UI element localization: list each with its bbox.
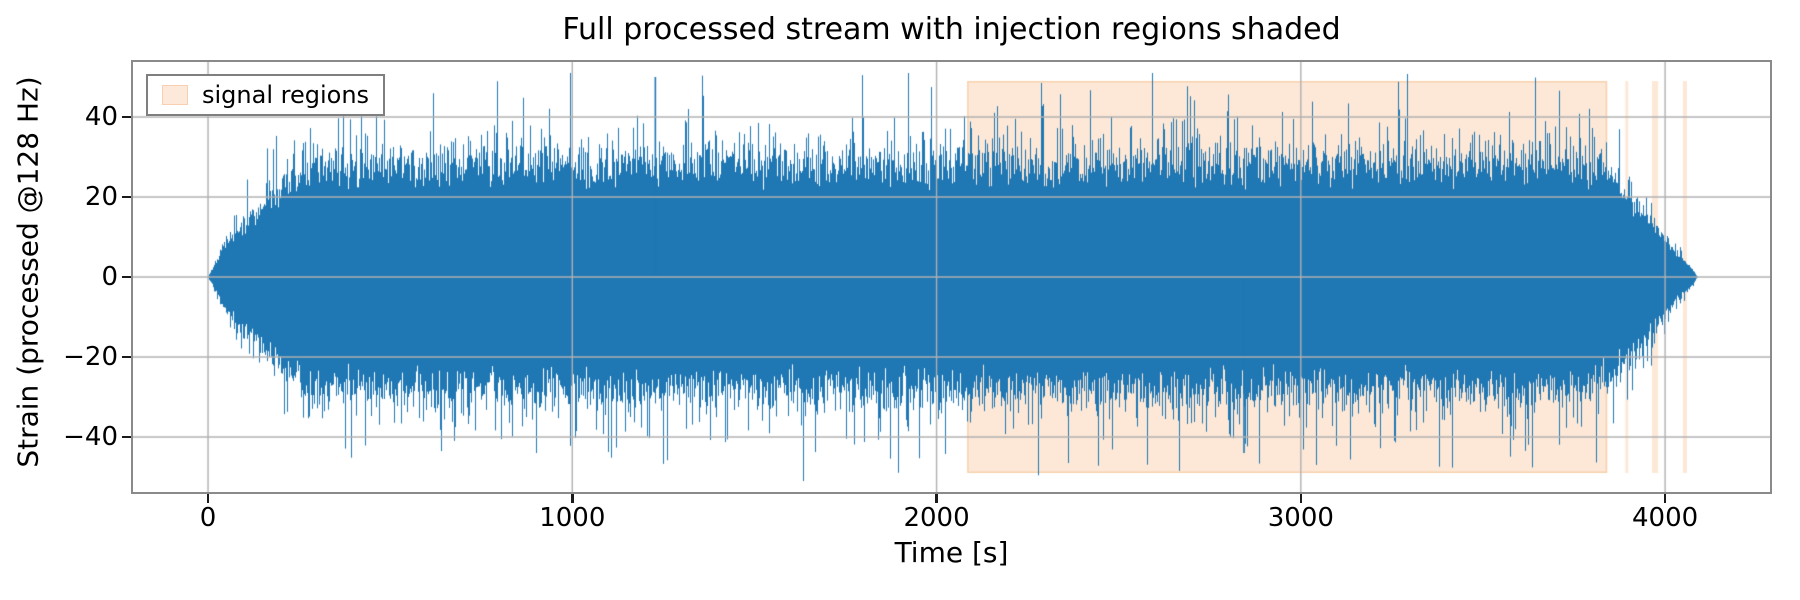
x-tick-mark [1663,494,1667,503]
legend-swatch-signal-regions [162,85,188,105]
legend-label-signal-regions: signal regions [202,81,370,109]
x-tick-label: 2000 [903,503,970,533]
legend: signal regions [146,74,386,116]
y-tick-mark [122,195,131,199]
chart-title: Full processed stream with injection reg… [562,12,1341,47]
y-tick-label: 0 [101,262,118,292]
x-tick-label: 1000 [539,503,606,533]
y-tick-mark [122,355,131,359]
y-tick-label: −20 [63,342,118,372]
y-tick-label: −40 [63,422,118,452]
y-tick-label: 20 [84,182,118,212]
x-tick-label: 4000 [1631,503,1699,533]
x-axis-label: Time [s] [894,536,1009,569]
x-tick-mark [571,494,574,503]
y-tick-label: 40 [84,102,118,132]
y-tick-mark [122,115,131,119]
waveform-canvas [133,62,1770,492]
y-tick-mark [122,275,131,279]
x-tick-mark [206,494,210,503]
x-tick-mark [935,494,938,503]
x-tick-label: 0 [199,503,217,533]
x-tick-mark [1299,494,1303,503]
y-tick-mark [122,435,131,439]
plot-area [131,60,1772,494]
x-tick-label: 3000 [1267,503,1334,533]
